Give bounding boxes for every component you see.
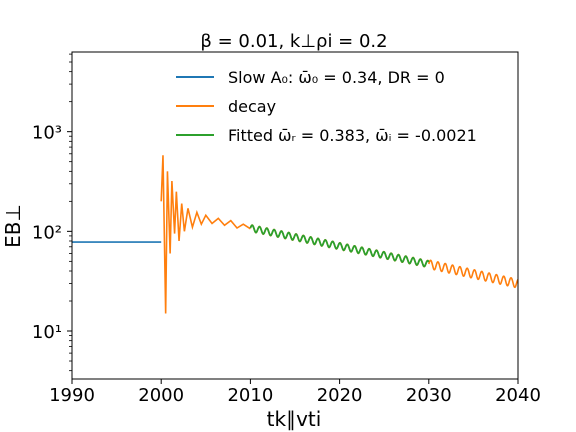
x-tick-label: 1990 [49,385,95,406]
x-tick-label: 2020 [317,385,363,406]
legend: Slow A₀: ω̄₀ = 0.34, DR = 0 decay Fitted ω… [176,68,477,145]
x-axis-label: tk∥vti [267,407,322,431]
chart-title: β = 0.01, k⊥ρi = 0.2 [200,31,387,52]
x-tick-label: 2000 [138,385,184,406]
legend-label: Slow A₀: ω̄₀ = 0.34, DR = 0 [228,68,445,87]
series-fitted-line [249,224,430,268]
x-tick-label: 2040 [495,385,541,406]
axes-frame [71,51,519,380]
y-axis-label: EB⊥ [1,204,25,248]
series-decay-transient [160,155,251,314]
x-tick-label: 2010 [227,385,273,406]
axes: 1990 2000 2010 2020 2030 2040 10¹ 10² 10³ [32,51,541,406]
x-tick-label: 2030 [406,385,452,406]
series-decay-tail [428,259,518,289]
y-tick-label: 10² [32,222,62,243]
y-tick-label: 10³ [32,123,62,144]
plot-area [72,155,518,314]
series-group [72,155,518,314]
legend-label: Fitted ω̄ᵣ = 0.383, ω̄ᵢ = -0.0021 [228,126,477,145]
y-tick-label: 10¹ [32,322,62,343]
legend-label: decay [228,97,276,116]
